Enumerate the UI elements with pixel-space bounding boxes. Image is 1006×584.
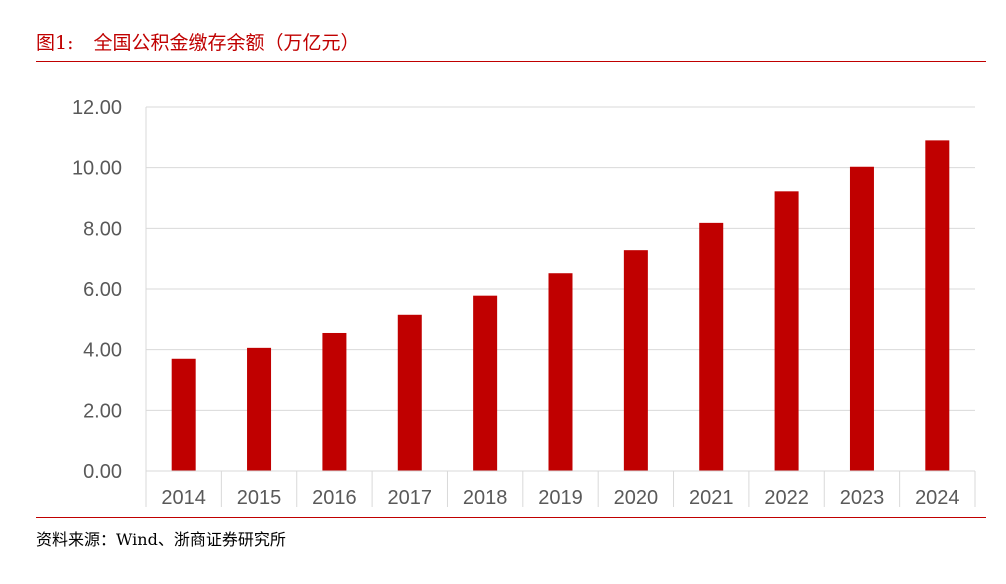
bar: [397, 314, 422, 471]
figure-title: 全国公积金缴存余额（万亿元）: [93, 32, 360, 54]
y-tick-label: 0.00: [83, 461, 122, 483]
header-rule: [36, 61, 986, 62]
x-tick-label: 2022: [764, 487, 809, 509]
figure-source: 资料来源：Wind、浙商证券研究所: [36, 530, 286, 549]
y-tick-label: 2.00: [83, 400, 122, 422]
y-tick-label: 6.00: [83, 279, 122, 301]
y-tick-label: 12.00: [72, 97, 122, 119]
bar: [322, 332, 347, 471]
bar: [774, 191, 799, 471]
x-tick-label: 2019: [538, 487, 583, 509]
y-tick-label: 10.00: [72, 158, 122, 180]
x-tick-label: 2021: [689, 487, 734, 509]
bar: [171, 358, 196, 471]
figure-number: 图1:: [36, 32, 74, 54]
bar: [849, 166, 874, 472]
bar: [699, 222, 724, 471]
bar: [925, 140, 950, 471]
bar: [623, 250, 648, 471]
y-tick-label: 4.00: [83, 340, 122, 362]
x-tick-label: 2017: [388, 487, 433, 509]
bar: [247, 347, 272, 471]
x-tick-label: 2016: [312, 487, 357, 509]
x-tick-label: 2018: [463, 487, 508, 509]
x-tick-label: 2014: [161, 487, 206, 509]
x-tick-label: 2015: [237, 487, 282, 509]
x-tick-label: 2023: [840, 487, 885, 509]
x-tick-label: 2020: [614, 487, 659, 509]
footer-rule: [36, 517, 986, 518]
figure-header: 图1: 全国公积金缴存余额（万亿元）: [36, 28, 360, 58]
bar: [548, 273, 573, 471]
y-tick-label: 8.00: [83, 218, 122, 240]
bar: [473, 295, 498, 471]
x-tick-label: 2024: [915, 487, 960, 509]
